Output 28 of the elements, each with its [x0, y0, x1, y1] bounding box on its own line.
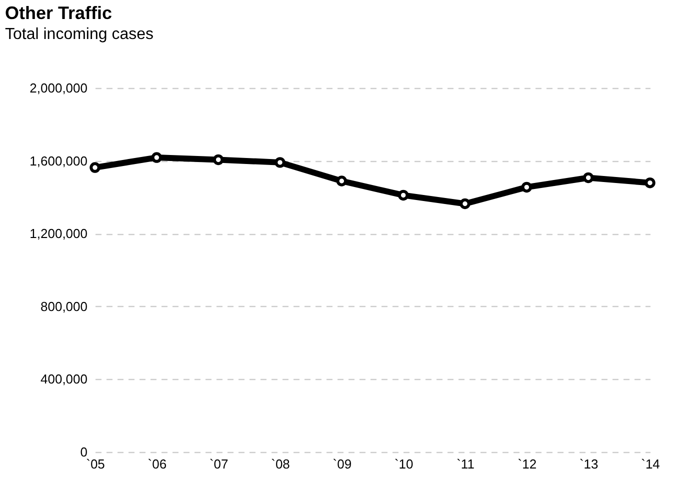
chart-title: Other Traffic	[5, 3, 112, 23]
y-tick-label: 0	[80, 444, 88, 460]
y-tick-label: 400,000	[40, 372, 88, 387]
y-tick-label: 1,600,000	[30, 153, 88, 168]
x-tick-label: `10	[394, 456, 414, 472]
point	[212, 154, 224, 166]
x-tick-label: `09	[332, 456, 352, 472]
y-tick-label: 1,200,000	[30, 226, 88, 242]
point	[398, 190, 409, 201]
x-tick-label: `11	[456, 456, 474, 472]
x-tick-label: `13	[579, 456, 598, 472]
x-tick-label: `05	[86, 456, 105, 472]
point	[151, 152, 162, 163]
point	[582, 172, 594, 184]
point	[521, 182, 532, 193]
point	[90, 162, 100, 173]
point	[644, 177, 656, 188]
x-tick-label: `06	[148, 456, 167, 472]
x-tick-label: `08	[271, 456, 290, 472]
x-tick-label: `14	[641, 456, 660, 472]
point	[460, 198, 470, 210]
x-tick-label: `07	[209, 456, 228, 472]
y-tick-label: 800,000	[40, 298, 88, 314]
chart-subtitle: Total incoming cases	[5, 26, 154, 43]
x-tick-label: `12	[518, 456, 537, 472]
point	[336, 176, 348, 186]
point	[274, 157, 286, 168]
y-tick-label: 2,000,000	[30, 80, 88, 96]
